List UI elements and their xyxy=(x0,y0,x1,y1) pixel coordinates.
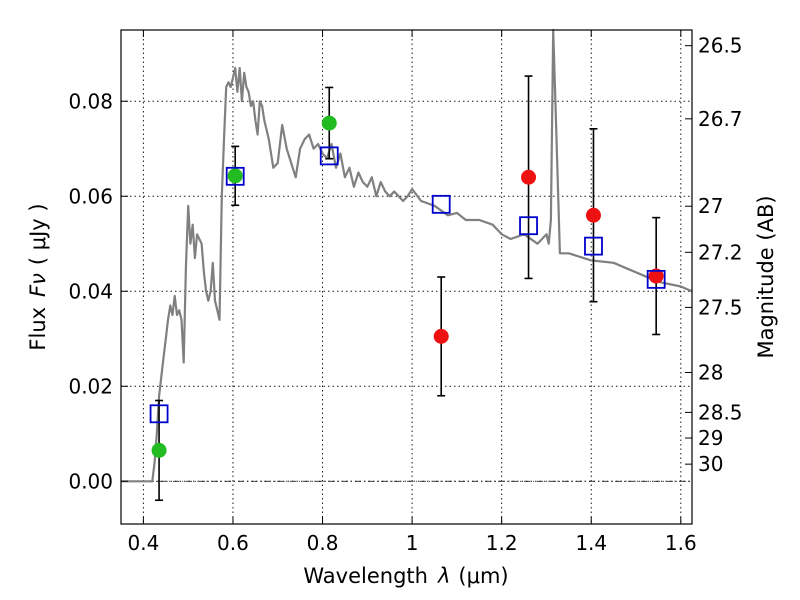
x-tick-label: 1.2 xyxy=(486,531,518,555)
y-tick-label: 0.04 xyxy=(68,279,113,303)
y-axis-label: Flux Fν ( μJy ) xyxy=(26,203,50,350)
y-axis-label-text: Flux xyxy=(26,307,50,351)
model-photometry-square xyxy=(149,404,169,424)
sed-line xyxy=(121,28,693,483)
red-data-point xyxy=(433,328,449,344)
x-tick-label: 0.4 xyxy=(127,531,159,555)
green-data-point xyxy=(227,168,243,184)
green-data-point xyxy=(321,115,337,131)
mag-tick-label: 27.2 xyxy=(698,240,743,264)
x-tick-label: 1.6 xyxy=(665,531,697,555)
model-photometry-square xyxy=(225,166,245,186)
y-tick-label: 0.02 xyxy=(68,374,113,398)
model-photometry-points xyxy=(149,146,666,424)
mag-tick-label: 28 xyxy=(698,360,723,384)
mag-tick-label: 30 xyxy=(698,452,723,476)
model-photometry-square xyxy=(584,236,603,256)
red-data-point xyxy=(648,268,664,284)
model-photometry-square xyxy=(646,269,666,289)
y-axis-label-unit: ( μJy ) xyxy=(26,203,50,265)
x-axis-label-text: Wavelength xyxy=(303,564,428,588)
x-tick-label: 1 xyxy=(406,531,419,555)
model-sed-curve xyxy=(121,28,693,483)
measured-points xyxy=(151,115,664,458)
x-tick-label: 0.8 xyxy=(307,531,339,555)
mag-tick-label: 26.5 xyxy=(698,34,743,58)
x-tick-label: 0.6 xyxy=(217,531,249,555)
y-tick-label: 0.08 xyxy=(68,89,113,113)
axis-ticks: 0.4 0.6 0.8 1 1.2 1.4 1.6 0.00 0.02 0.04 0.06 0.08 2… xyxy=(68,30,743,555)
y-tick-label: 0.00 xyxy=(68,469,113,493)
x-axis-label-symbol: λ xyxy=(437,564,450,588)
red-data-point xyxy=(521,169,537,185)
x-axis-label: Wavelength λ (μm) xyxy=(303,564,508,588)
mag-tick-label: 27 xyxy=(698,194,723,218)
y-tick-label: 0.06 xyxy=(68,184,113,208)
model-photometry-square xyxy=(319,146,339,166)
y-axis-label-symbol: Fν xyxy=(26,273,50,297)
model-photometry-square xyxy=(519,216,538,236)
plot-frame xyxy=(120,29,693,525)
green-data-point xyxy=(151,442,167,458)
mag-tick-label: 28.5 xyxy=(698,400,743,424)
red-data-point xyxy=(585,207,601,223)
mag-tick-label: 27.5 xyxy=(698,295,743,319)
x-tick-label: 1.4 xyxy=(575,531,607,555)
mag-tick-label: 29 xyxy=(698,426,723,450)
model-photometry-square xyxy=(431,194,451,214)
mag-tick-label: 26.7 xyxy=(698,107,743,131)
y2-axis-label: Magnitude (AB) xyxy=(754,195,778,358)
plot-background xyxy=(121,30,692,524)
x-axis-label-unit: (μm) xyxy=(458,564,508,588)
